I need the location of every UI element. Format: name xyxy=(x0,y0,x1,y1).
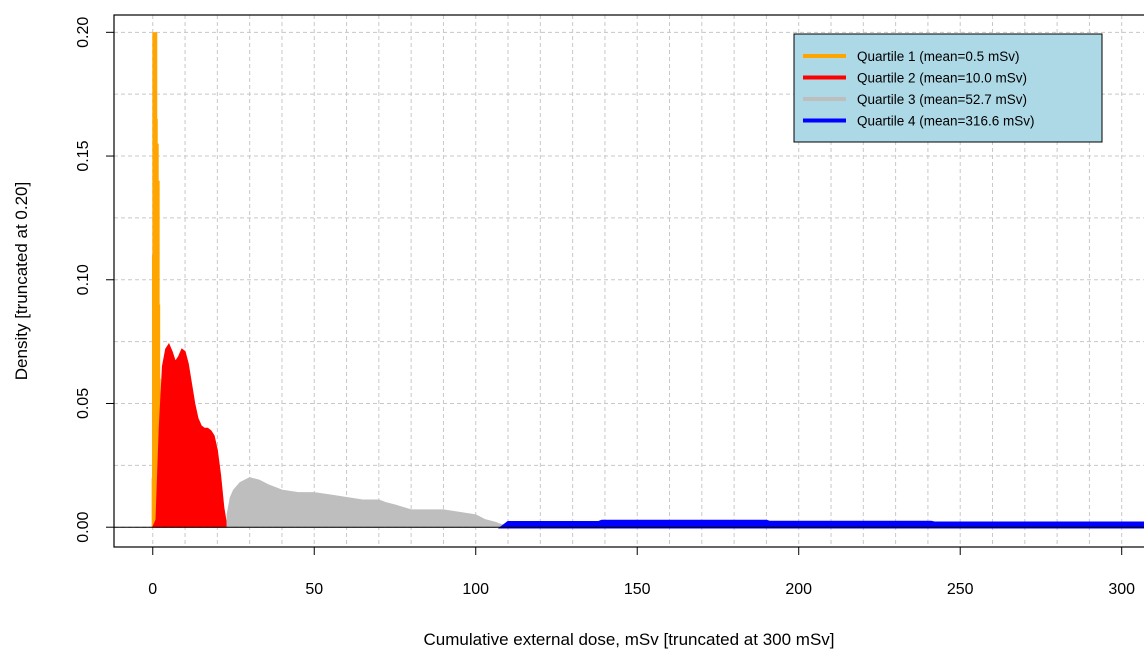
legend-label-quartile-1: Quartile 1 (mean=0.5 mSv) xyxy=(857,49,1019,64)
quartile-2-area xyxy=(151,343,228,528)
x-tick-label: 250 xyxy=(947,581,974,598)
x-tick-label: 50 xyxy=(305,581,323,598)
quartile-3-area xyxy=(226,477,509,528)
y-axis-title: Density [truncated at 0.20] xyxy=(12,182,31,380)
legend-label-quartile-3: Quartile 3 (mean=52.7 mSv) xyxy=(857,92,1027,107)
quartile-4-area xyxy=(497,519,1144,529)
legend-box xyxy=(793,33,1103,143)
plot-area xyxy=(113,14,1144,548)
y-tick-label: 0.10 xyxy=(75,264,92,295)
legend-label-quartile-2: Quartile 2 (mean=10.0 mSv) xyxy=(857,71,1027,86)
y-tick-label: 0.20 xyxy=(75,17,92,48)
legend: Quartile 1 (mean=0.5 mSv) Quartile 2 (mea… xyxy=(793,33,1103,143)
x-tick-label: 100 xyxy=(462,581,489,598)
y-tick-label: 0.05 xyxy=(75,388,92,419)
x-axis: 0 50 100 150 200 250 300 xyxy=(148,547,1135,598)
legend-label-quartile-4: Quartile 4 (mean=316.6 mSv) xyxy=(857,114,1034,129)
y-tick-label: 0.00 xyxy=(75,512,92,543)
x-tick-label: 300 xyxy=(1108,581,1135,598)
y-axis: 0.00 0.05 0.10 0.15 0.20 xyxy=(75,17,114,543)
y-tick-label: 0.15 xyxy=(75,140,92,171)
x-axis-title: Cumulative external dose, mSv [truncated… xyxy=(423,630,834,649)
grid-lines xyxy=(114,15,1144,547)
x-tick-label: 0 xyxy=(148,581,157,598)
x-tick-label: 200 xyxy=(785,581,812,598)
x-tick-label: 150 xyxy=(624,581,651,598)
series-layer xyxy=(151,32,1144,529)
